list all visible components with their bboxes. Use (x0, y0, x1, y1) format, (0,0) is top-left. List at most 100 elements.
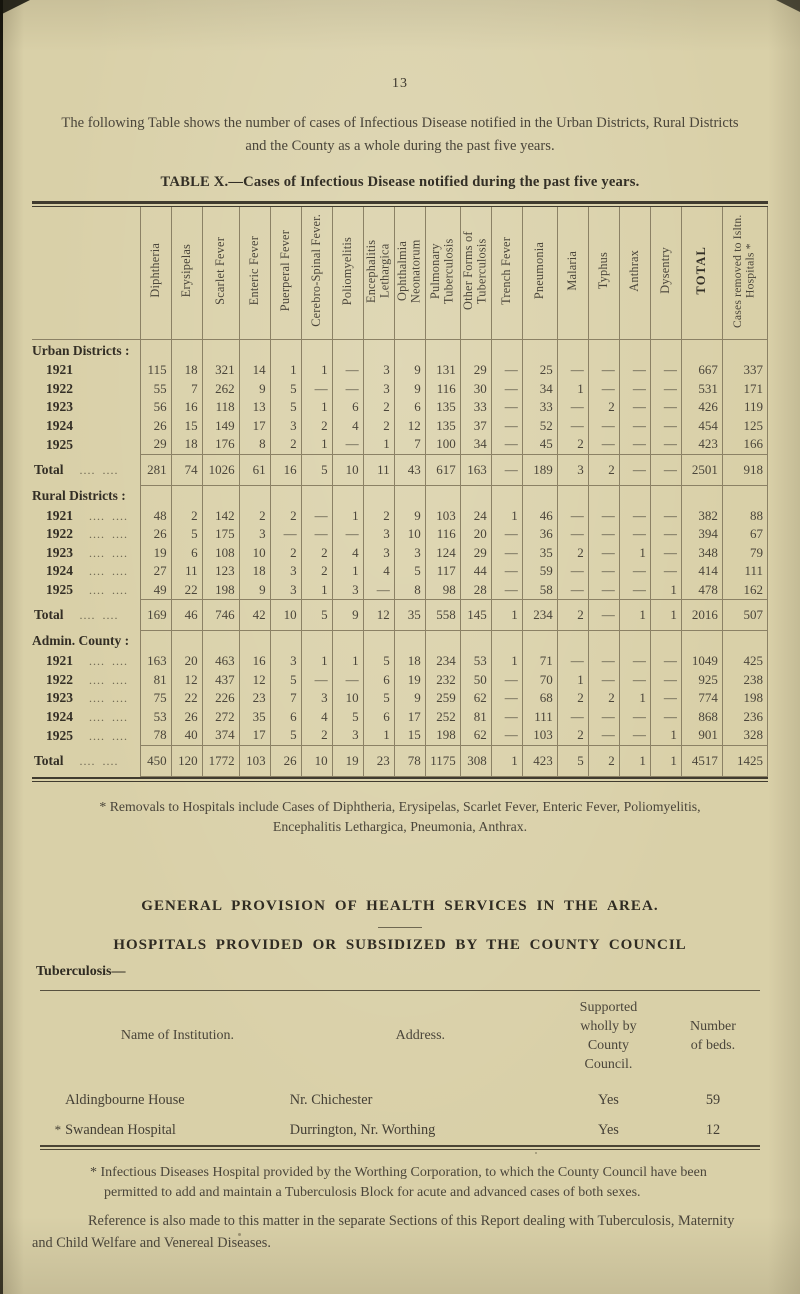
total-count-cell: 9 (331, 599, 364, 632)
scan-left-edge (0, 0, 3, 1294)
empty-cell (393, 630, 426, 653)
total-count-cell: 1 (618, 599, 651, 632)
disease-count-cell: 55 (139, 379, 172, 399)
column-header-18: TOTAL (680, 207, 723, 341)
total-count-cell: 189 (521, 453, 558, 486)
disease-count-cell: 7 (170, 379, 203, 399)
empty-cell (238, 485, 271, 507)
disease-count-cell: 2 (556, 543, 589, 563)
page-number: 13 (392, 76, 408, 91)
empty-cell (424, 630, 461, 653)
disease-count-cell: 226 (201, 689, 240, 708)
hospital-footnote-marker: * (54, 1121, 62, 1137)
empty-cell (680, 630, 723, 653)
disease-count-cell: 17 (238, 726, 271, 746)
disease-count-cell: 124 (424, 543, 461, 563)
disease-count-cell: 3 (269, 562, 302, 581)
heading-divider (378, 927, 422, 929)
disease-count-cell: — (618, 525, 651, 544)
column-header-14: Malaria (556, 207, 589, 341)
disease-count-cell: — (618, 361, 651, 380)
empty-cell (362, 339, 395, 362)
hospitals-subheading: HOSPITALS PROVIDED OR SUBSIDIZED BY THE … (113, 937, 687, 954)
disease-count-cell: 198 (721, 689, 769, 708)
year-label: 1922 (46, 671, 73, 687)
disease-count-cell: 1 (269, 361, 302, 380)
section-total-row: Total .... .... 281 74 1026 61 16 5 10 11 43 617 163… (32, 453, 769, 486)
disease-count-cell: — (587, 670, 620, 690)
disease-count-cell: 25 (521, 361, 558, 380)
disease-count-cell: — (587, 379, 620, 399)
table-row: 1924 26 15 149 17 3 2 4 2 12 135 37—52— — — —454 125 (32, 416, 769, 436)
disease-count-cell: — (490, 726, 523, 746)
disease-count-cell: — (649, 562, 682, 581)
total-count-cell: 5 (300, 599, 333, 632)
disease-count-cell: — (587, 580, 620, 600)
disease-count-cell: 59 (521, 562, 558, 581)
disease-count-cell: 125 (721, 416, 769, 436)
empty-cell (269, 630, 302, 653)
disease-count-cell: — (618, 379, 651, 399)
year-label: 1925 (46, 582, 73, 598)
disease-count-cell: — (556, 416, 589, 436)
disease-count-cell: — (490, 525, 523, 544)
total-label-cell: Total .... .... (32, 600, 140, 631)
disease-count-cell: 423 (680, 435, 723, 455)
hospital-table: Name of Institution. Address. Supported … (40, 991, 760, 1145)
disease-count-cell: 30 (459, 379, 492, 399)
disease-count-cell: 925 (680, 670, 723, 690)
total-count-cell: 746 (201, 599, 240, 632)
total-label-cell: Total .... .... (32, 745, 140, 776)
disease-count-cell: 426 (680, 398, 723, 417)
disease-count-cell: 34 (459, 435, 492, 455)
hospital-header-beds-text: Number of beds. (690, 1018, 736, 1053)
total-count-cell: — (618, 453, 651, 486)
hospital-address: Durrington, Nr. Worthing (289, 1121, 436, 1138)
total-count-cell: 1026 (201, 453, 240, 486)
column-header-label: Encephalitis Lethargica (364, 239, 392, 303)
total-count-cell: 2501 (680, 453, 723, 486)
disease-count-cell: 116 (424, 379, 461, 399)
total-count-cell: 163 (459, 453, 492, 486)
disease-count-cell: 3 (362, 525, 395, 544)
disease-count-cell: 135 (424, 398, 461, 417)
tuberculosis-label: Tuberculosis— (36, 964, 126, 980)
disease-count-cell: 8 (238, 435, 271, 455)
year-label: 1923 (46, 544, 73, 560)
disease-count-cell: 5 (269, 670, 302, 690)
disease-count-cell: 78 (139, 726, 172, 746)
disease-count-cell: 2 (587, 689, 620, 708)
empty-cell (521, 630, 558, 653)
disease-count-cell: 62 (459, 726, 492, 746)
disease-count-cell: — (618, 670, 651, 690)
table-row: 1923.... .... 19 6 108 10 2 2 4 3 3 124 29—35 2—1—34… (32, 543, 769, 563)
disease-count-cell: 11 (170, 562, 203, 581)
table-row: 1925.... .... 49 22 198 9 3 1 3—8 98 28—58— — —1 478… (32, 580, 769, 600)
disease-count-cell: — (618, 707, 651, 727)
empty-cell (139, 339, 172, 362)
total-count-cell: 1 (618, 744, 651, 777)
hospital-table-footnote: * Infectious Diseases Hospital provided … (90, 1164, 707, 1200)
disease-count-cell: 478 (680, 580, 723, 600)
paper-speck (238, 1233, 241, 1236)
disease-count-cell: — (618, 506, 651, 526)
disease-count-cell: 1 (300, 580, 333, 600)
total-count-cell: — (490, 453, 523, 486)
total-count-cell: 617 (424, 453, 461, 486)
leader-dots: .... .... (89, 654, 128, 669)
disease-count-cell: — (618, 416, 651, 436)
empty-cell (649, 630, 682, 653)
total-count-cell: 1 (490, 744, 523, 777)
disease-count-cell: 1 (300, 652, 333, 671)
disease-count-cell: 17 (393, 707, 426, 727)
disease-count-cell: 1 (490, 506, 523, 526)
disease-count-cell: — (649, 525, 682, 544)
disease-count-cell: 2 (556, 689, 589, 708)
disease-count-cell: 2 (362, 506, 395, 526)
disease-count-cell: — (490, 707, 523, 727)
disease-count-cell: 48 (139, 506, 172, 526)
empty-cell (424, 485, 461, 507)
year-label-cell: 1923 (32, 398, 140, 417)
year-label: 1922 (46, 380, 73, 396)
leader-dots: .... .... (79, 753, 119, 768)
